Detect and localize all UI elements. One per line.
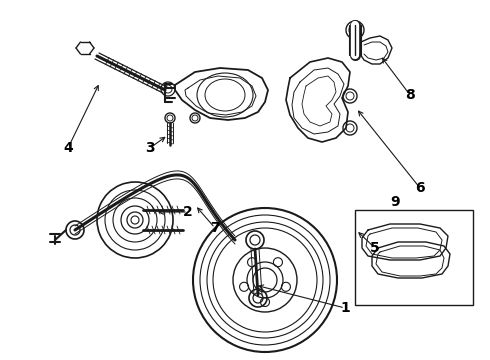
Bar [355,210,473,305]
Text: 6: 6 [415,181,425,195]
Text: 2: 2 [183,205,193,219]
Text: 8: 8 [405,88,415,102]
Text: 7: 7 [210,221,220,235]
Text: 3: 3 [145,141,155,155]
Text: 4: 4 [63,141,73,155]
Text: 1: 1 [340,301,350,315]
Text: 9: 9 [390,195,400,209]
Text: 5: 5 [370,241,380,255]
